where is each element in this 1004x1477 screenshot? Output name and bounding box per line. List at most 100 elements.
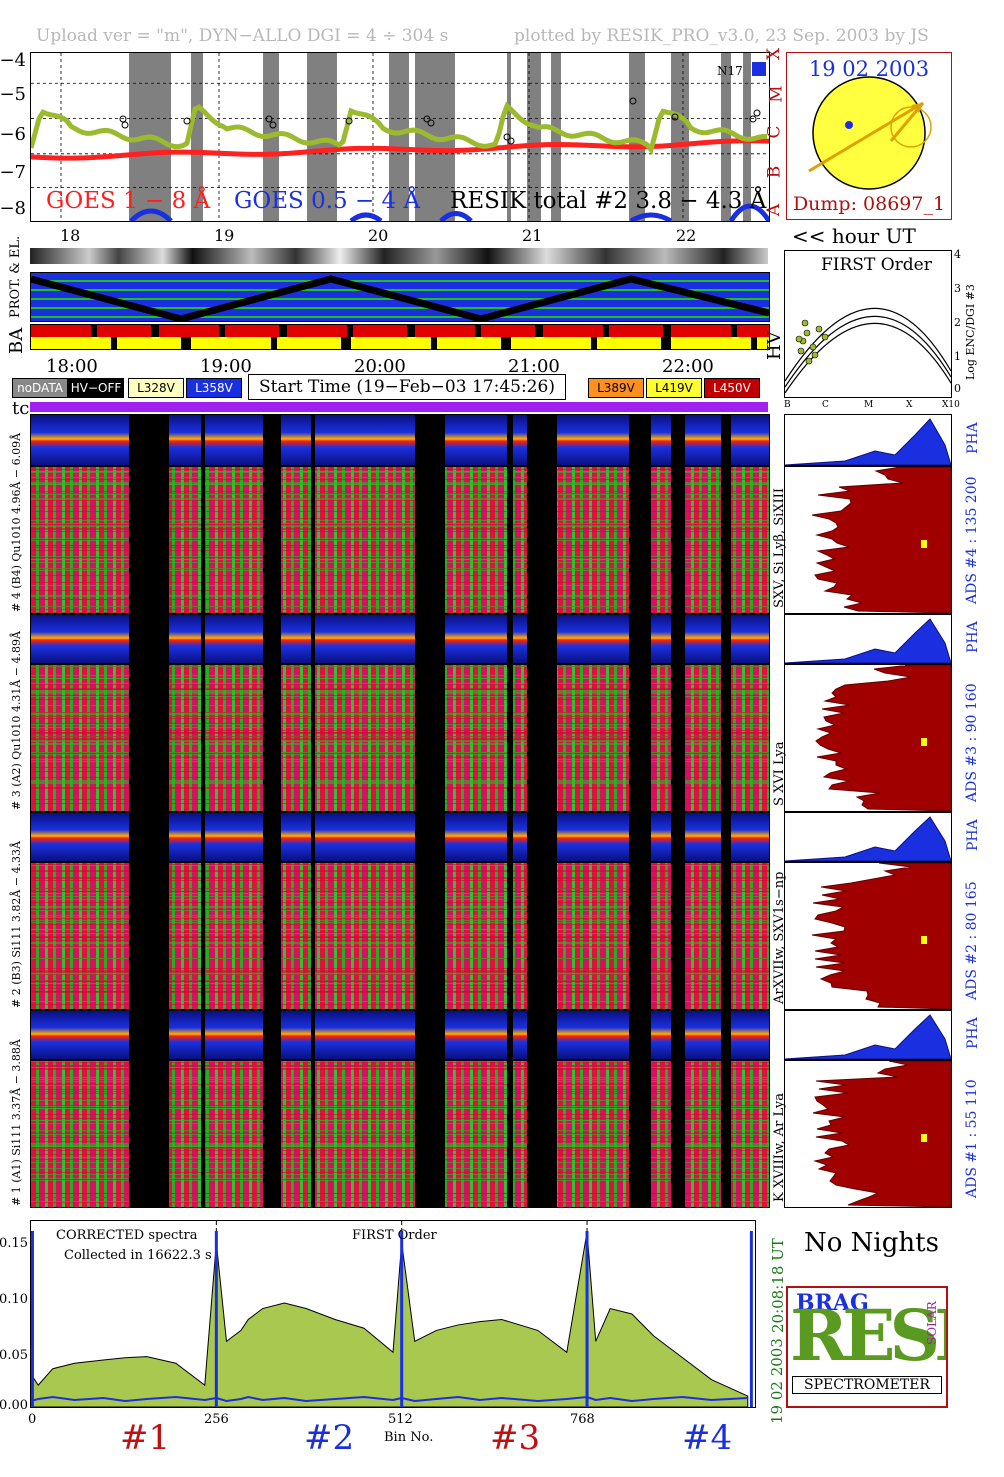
heatmap-row <box>31 1065 769 1066</box>
first-order-curves <box>785 307 951 394</box>
inset-xtick: X10 <box>942 400 960 410</box>
night-band <box>389 53 409 221</box>
ads-histogram <box>784 862 952 1010</box>
heatmap-row <box>31 545 769 546</box>
heatmap-row <box>31 752 769 753</box>
pha-strip <box>30 414 770 466</box>
heatmap-row <box>31 739 769 740</box>
channel-label: # 3 (A2) Qu1010 4.31Å − 4.89Å <box>10 631 23 810</box>
heatmap-row <box>31 767 769 768</box>
goes-plot-svg <box>31 53 769 221</box>
inset-ylabel: Log ENC/DGI #3 <box>964 284 977 380</box>
heatmap-row <box>31 781 769 782</box>
heatmap-row <box>31 550 769 551</box>
heatmap-row <box>31 864 769 865</box>
heatmap-row <box>31 705 769 706</box>
heatmap-row <box>31 689 769 690</box>
pha-gap <box>201 1011 205 1059</box>
pha-gap <box>441 1011 445 1059</box>
heatmap-row <box>31 723 769 724</box>
heatmap-row <box>31 688 769 689</box>
legend-l450: L450V <box>704 378 760 398</box>
inset-xtick: B <box>784 400 791 410</box>
heatmap-row <box>31 1157 769 1158</box>
heatmap-row <box>31 675 769 676</box>
heatmap-row <box>31 1179 769 1180</box>
heatmap-row <box>31 609 769 610</box>
pha-label: PHA <box>965 1017 981 1049</box>
pha-gap <box>629 415 651 465</box>
goes-ytick: −5 <box>0 84 26 105</box>
heatmap-gap <box>671 1061 685 1207</box>
heatmap-row <box>31 973 769 974</box>
pha-gap <box>671 615 685 663</box>
spectrum-xtick: 512 <box>388 1412 413 1427</box>
inset-ytick: 1 <box>954 350 961 363</box>
channel-heatmap <box>30 1060 770 1208</box>
night-band <box>191 53 203 221</box>
section-label-2: #2 <box>304 1418 355 1458</box>
heatmap-row <box>31 1202 769 1203</box>
pha-strip <box>30 614 770 664</box>
heatmap-row <box>31 1162 769 1163</box>
pha-gap <box>671 1011 685 1059</box>
heatmap-row <box>31 761 769 762</box>
pha-gap <box>551 415 555 465</box>
resik-outlier-point <box>753 109 761 117</box>
heatmap-row <box>31 1093 769 1094</box>
heatmap-row <box>31 690 769 691</box>
heatmap-row <box>31 469 769 470</box>
pha-gap <box>129 415 169 465</box>
resik-outlier-point <box>503 133 511 141</box>
pha-gap <box>507 1011 513 1059</box>
heatmap-row <box>31 1098 769 1099</box>
heatmap-gap <box>551 1061 555 1207</box>
pha-gap <box>629 1011 651 1059</box>
heatmap-row <box>31 529 769 530</box>
channel-heatmap <box>30 466 770 614</box>
heatmap-row <box>31 991 769 992</box>
pha-gap <box>551 813 555 861</box>
goes-plot <box>30 52 770 222</box>
heatmap-gap <box>671 863 685 1009</box>
heatmap-row <box>31 1089 769 1090</box>
heatmap-lines <box>31 666 769 804</box>
heatmap-row <box>31 878 769 879</box>
heatmap-row <box>31 929 769 930</box>
heatmap-row <box>31 1068 769 1069</box>
header-upload-info: Upload ver = "m", DYN−ALLO DGI = 4 ÷ 304… <box>36 26 449 46</box>
heatmap-row <box>31 940 769 941</box>
heatmap-row <box>31 1004 769 1005</box>
class-letter: A <box>764 203 785 217</box>
goes-short-series <box>728 203 769 221</box>
goes-ytick: −8 <box>0 198 26 219</box>
hour-ut-label: << hour UT <box>792 224 916 248</box>
heatmap-gap <box>629 1061 651 1207</box>
resik-outlier-point <box>265 115 273 123</box>
night-band <box>721 53 731 221</box>
night-band <box>507 53 511 221</box>
heatmap-row <box>31 540 769 541</box>
heatmap-row <box>31 877 769 878</box>
pha-histogram-svg <box>785 1014 951 1059</box>
heatmap-row <box>31 933 769 934</box>
heatmap-row <box>31 974 769 975</box>
pha-histogram <box>784 614 952 664</box>
heatmap-lines <box>31 469 769 613</box>
heatmap-row <box>31 799 769 800</box>
heatmap-row <box>31 880 769 881</box>
class-letter: C <box>764 125 785 139</box>
heatmap-gap <box>263 665 281 811</box>
pha-label: PHA <box>965 621 981 653</box>
heatmap-row <box>31 1091 769 1092</box>
pha-gap <box>415 615 443 663</box>
pha-gap <box>129 813 169 861</box>
channel-label: # 1 (A1) Si111 3.37Å − 3.88Å <box>10 1039 23 1206</box>
spectrum-plot <box>30 1220 756 1408</box>
pha-gap <box>263 813 281 861</box>
heatmap-lines <box>31 1061 769 1203</box>
resik-outlier-point <box>121 121 129 129</box>
prot-zigzag <box>31 275 769 321</box>
heatmap-row <box>31 493 769 494</box>
heatmap-gap <box>721 665 731 811</box>
